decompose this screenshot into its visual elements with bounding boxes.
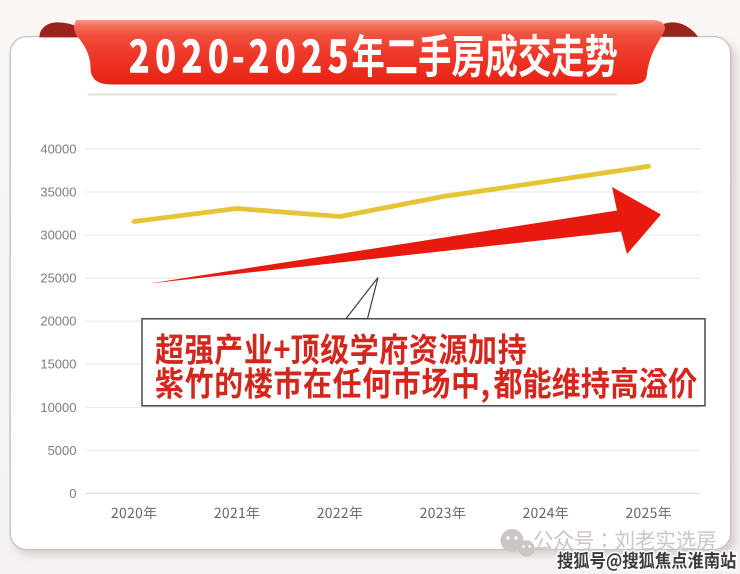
svg-text:20000: 20000 (40, 314, 76, 329)
svg-text:5000: 5000 (48, 443, 77, 458)
svg-text:0: 0 (69, 486, 76, 501)
svg-text:10000: 10000 (40, 400, 76, 415)
svg-text:15000: 15000 (40, 357, 76, 372)
svg-text:40000: 40000 (40, 141, 76, 156)
svg-text:25000: 25000 (40, 271, 76, 286)
svg-text:35000: 35000 (40, 185, 76, 200)
svg-text:30000: 30000 (40, 228, 76, 243)
